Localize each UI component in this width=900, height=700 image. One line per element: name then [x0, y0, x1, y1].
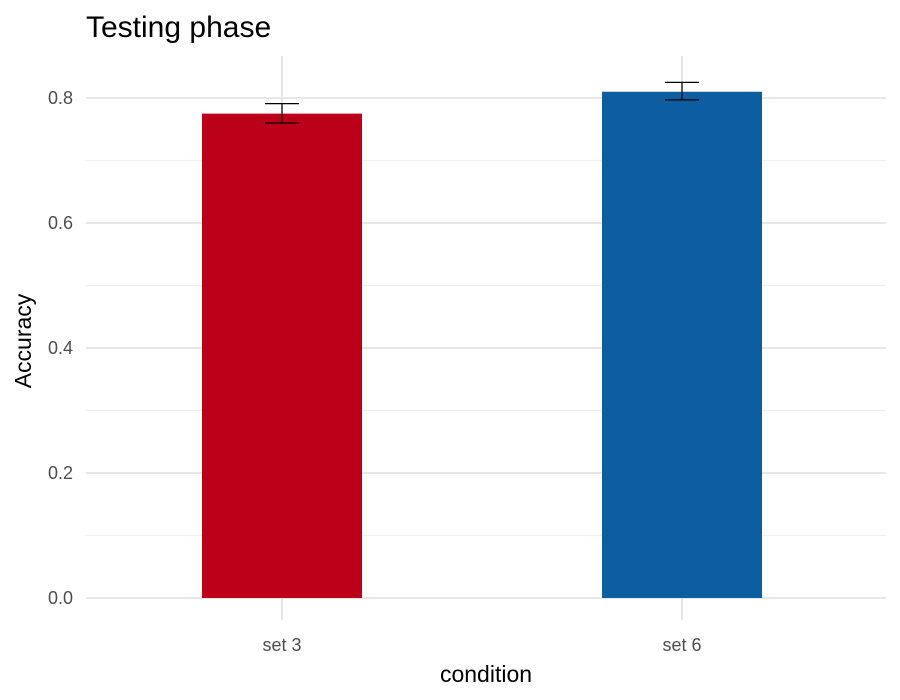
- x-tick-labels: set 3 set 6: [262, 635, 701, 655]
- x-tick-label: set 6: [662, 635, 701, 655]
- y-tick-labels: 0.0 0.2 0.4 0.6 0.8: [48, 88, 73, 608]
- bar-set-6: [602, 91, 762, 598]
- y-tick-label: 0.2: [48, 463, 73, 483]
- y-tick-label: 0.0: [48, 588, 73, 608]
- error-bar-set-6: [665, 81, 699, 101]
- x-tick-label: set 3: [262, 635, 301, 655]
- error-bar-set-3: [265, 103, 299, 124]
- y-tick-label: 0.8: [48, 88, 73, 108]
- chart-title: Testing phase: [86, 11, 271, 44]
- y-axis-label: Accuracy: [10, 293, 36, 388]
- bar-set-3: [202, 113, 362, 598]
- bars: [202, 91, 762, 598]
- y-tick-label: 0.4: [48, 338, 73, 358]
- y-tick-label: 0.6: [48, 213, 73, 233]
- x-axis-label: condition: [440, 661, 532, 687]
- error-bars: [265, 81, 699, 124]
